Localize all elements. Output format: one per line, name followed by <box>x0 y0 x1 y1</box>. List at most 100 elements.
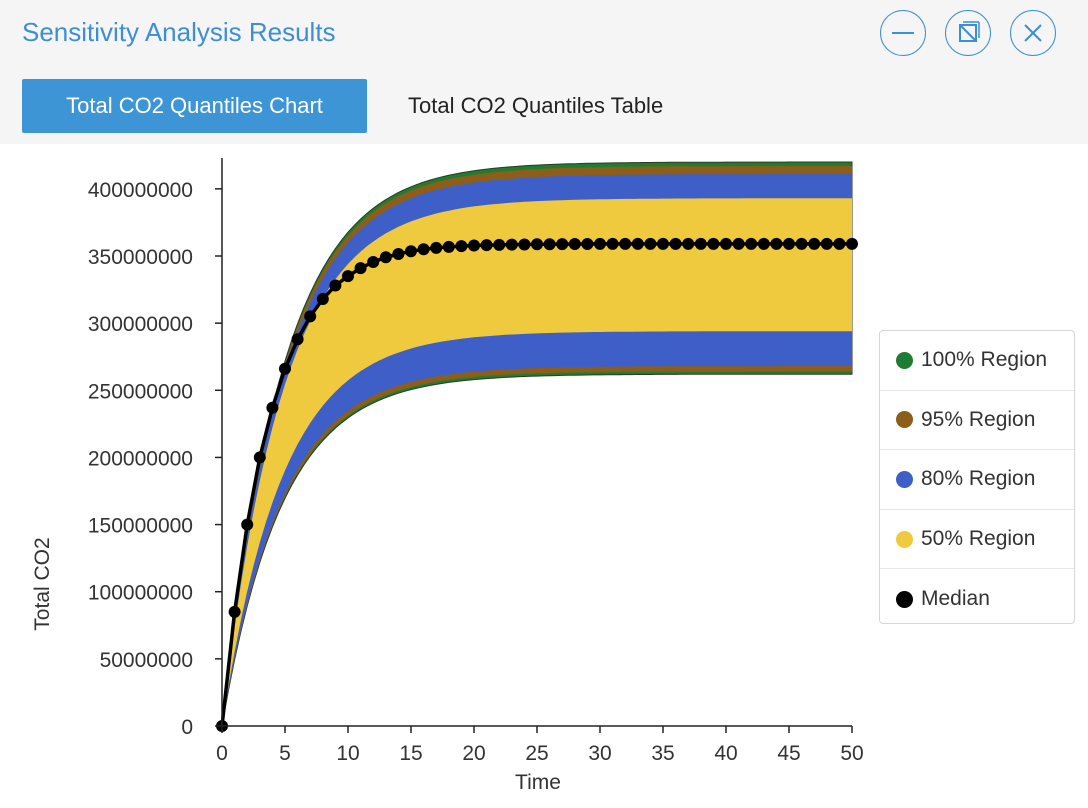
median-point <box>795 237 808 250</box>
legend-item-80[interactable]: 80% Region <box>880 450 1074 510</box>
median-point <box>568 238 581 250</box>
legend-dot-95 <box>896 411 913 429</box>
band-50-region <box>222 198 852 727</box>
tab-quantiles-chart[interactable]: Total CO2 Quantiles Chart <box>22 79 367 133</box>
median-point <box>253 451 266 464</box>
x-axis-label: Time <box>515 771 561 794</box>
y-tick-label: 400000000 <box>88 179 193 202</box>
median-point <box>279 362 291 375</box>
y-tick-label: 150000000 <box>88 515 193 538</box>
median-point <box>543 238 556 251</box>
x-tick-label: 10 <box>336 742 359 765</box>
median-point <box>606 237 619 250</box>
chart-axes: 0 50000000 100000000 150000000 200000000 2500… <box>88 158 864 765</box>
legend-label-50: 50% Region <box>921 527 1036 551</box>
legend-label-median: Median <box>921 587 990 611</box>
median-point <box>379 251 392 264</box>
y-axis-label: Total CO2 <box>31 537 54 630</box>
median-point <box>783 237 795 250</box>
median-point <box>619 237 632 250</box>
median-point <box>266 401 279 414</box>
y-tick-label: 50000000 <box>100 649 193 672</box>
x-tick-label: 5 <box>279 742 291 765</box>
legend-dot-median <box>896 590 913 608</box>
median-point <box>342 270 354 283</box>
median-point <box>820 237 833 250</box>
median-point <box>745 237 758 250</box>
median-point <box>405 245 417 258</box>
median-point <box>316 293 329 305</box>
chart-panel: 0 50000000 100000000 150000000 200000000 2500… <box>0 144 1088 808</box>
median-point <box>505 238 518 251</box>
median-point <box>556 238 569 251</box>
y-tick-label: 250000000 <box>88 380 193 403</box>
median-point <box>531 238 543 251</box>
median-point <box>644 237 657 250</box>
median-point <box>732 237 745 250</box>
legend-label-95: 95% Region <box>921 407 1036 431</box>
minimize-button[interactable] <box>880 10 926 56</box>
median-point <box>480 239 493 252</box>
median-point <box>518 238 531 251</box>
median-point <box>770 237 783 250</box>
y-tick-label: 200000000 <box>88 447 193 470</box>
x-tick-label: 25 <box>525 742 548 765</box>
legend-item-100[interactable]: 100% Region <box>880 331 1074 391</box>
median-point <box>329 279 342 292</box>
median-point <box>417 243 430 256</box>
legend-item-median[interactable]: Median <box>880 569 1074 629</box>
median-point <box>367 256 380 268</box>
x-tick-label: 15 <box>399 742 422 765</box>
x-tick-label: 45 <box>777 742 800 765</box>
median-point <box>581 238 594 250</box>
median-point <box>430 241 443 254</box>
window-header: Sensitivity Analysis Results Total CO2 Q… <box>0 0 1088 144</box>
y-tick-label: 0 <box>181 716 193 739</box>
median-point <box>442 240 455 253</box>
restore-icon <box>959 21 980 42</box>
median-point <box>694 237 707 250</box>
median-point <box>682 237 695 250</box>
median-point <box>669 237 682 250</box>
minimize-icon <box>892 32 914 34</box>
quantiles-chart: 0 50000000 100000000 150000000 200000000 2500… <box>31 158 864 794</box>
y-tick-label: 100000000 <box>88 582 193 605</box>
x-tick-label: 30 <box>588 742 611 765</box>
median-point <box>455 240 468 253</box>
close-icon <box>1024 24 1042 42</box>
median-point <box>846 237 858 250</box>
x-tick-label: 40 <box>714 742 737 765</box>
tab-quantiles-table[interactable]: Total CO2 Quantiles Table <box>408 93 664 118</box>
legend-label-80: 80% Region <box>921 467 1036 491</box>
median-point <box>354 262 367 275</box>
median-point <box>304 310 317 323</box>
median-point <box>631 237 644 250</box>
median-point <box>808 237 821 250</box>
legend-item-95[interactable]: 95% Region <box>880 391 1074 451</box>
legend-dot-100 <box>896 351 913 369</box>
chart-legend: 100% Region 95% Region 80% Region 50% Re… <box>879 330 1075 624</box>
x-tick-label: 35 <box>651 742 674 765</box>
region-bands <box>221 161 853 727</box>
window-title: Sensitivity Analysis Results <box>22 17 336 47</box>
x-tick-label: 0 <box>216 742 228 765</box>
legend-item-50[interactable]: 50% Region <box>880 510 1074 570</box>
median-point <box>720 237 732 250</box>
median-point <box>392 248 405 260</box>
median-point <box>707 237 720 250</box>
median-point <box>241 518 254 531</box>
median-point <box>657 237 669 250</box>
legend-dot-50 <box>896 530 913 548</box>
median-point <box>757 237 770 250</box>
median-point <box>291 333 304 346</box>
close-button[interactable] <box>1010 10 1056 56</box>
median-point <box>228 605 241 618</box>
y-tick-label: 350000000 <box>88 246 193 269</box>
median-point <box>833 237 846 250</box>
legend-label-100: 100% Region <box>921 348 1048 372</box>
x-tick-label: 20 <box>462 742 485 765</box>
median-point <box>468 239 480 252</box>
restore-button[interactable] <box>945 10 991 56</box>
x-tick-label: 50 <box>840 742 863 765</box>
y-tick-label: 300000000 <box>88 313 193 336</box>
